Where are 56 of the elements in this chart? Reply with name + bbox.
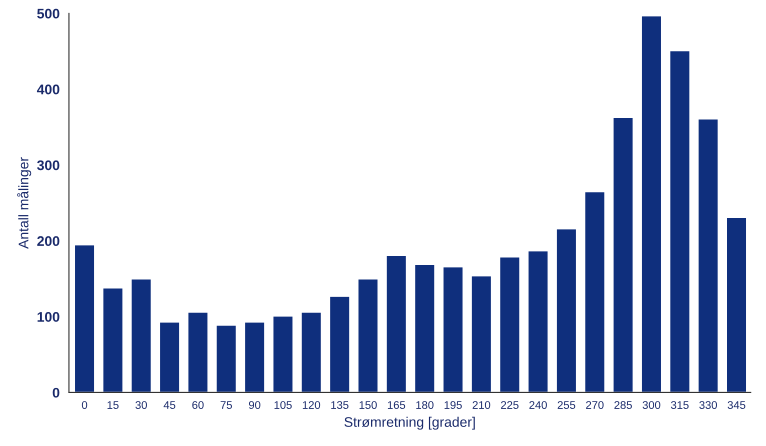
- bar: [668, 50, 691, 392]
- y-tick-label: 200: [37, 236, 60, 246]
- y-tick-label: 400: [36, 84, 60, 94]
- x-tick-label: 195: [444, 401, 462, 409]
- x-tick-label: 225: [501, 401, 519, 409]
- bar: [102, 287, 124, 392]
- x-tick-label: 30: [135, 401, 147, 409]
- bar: [584, 190, 606, 392]
- x-tick-label: 150: [360, 401, 377, 409]
- x-tick-label: 60: [192, 401, 204, 409]
- x-tick-label: 330: [699, 401, 717, 409]
- bar: [357, 278, 379, 392]
- x-tick-label: 270: [586, 401, 604, 409]
- y-tick-label: 0: [52, 388, 60, 398]
- bar: [300, 311, 322, 392]
- x-tick-label: 345: [728, 401, 746, 409]
- bar: [74, 244, 96, 392]
- x-tick-label: 165: [388, 401, 406, 409]
- bar: [272, 315, 294, 392]
- bar: [158, 321, 180, 392]
- bar: [470, 275, 492, 392]
- x-axis-title: Strømretning [grader]: [344, 416, 475, 430]
- bar: [498, 256, 521, 392]
- x-tick-label: 15: [108, 401, 119, 409]
- bar: [414, 264, 436, 392]
- x-tick-label: 75: [220, 401, 232, 409]
- bar: [244, 321, 266, 392]
- y-axis-title: Antall målinger: [17, 157, 32, 249]
- x-tick-label: 285: [614, 401, 632, 409]
- bar: [442, 266, 464, 392]
- bar: [187, 311, 209, 392]
- bar: [215, 324, 238, 392]
- y-tick-label: 500: [37, 8, 60, 19]
- x-tick-label: 210: [472, 401, 490, 409]
- bar: [697, 118, 720, 392]
- y-tick-label: 100: [38, 312, 60, 322]
- bar: [385, 254, 408, 392]
- y-tick-label: 300: [37, 160, 60, 170]
- x-tick-label: 240: [529, 401, 547, 409]
- x-tick-label: 105: [274, 401, 292, 409]
- bar: [556, 228, 578, 392]
- x-tick-label: 300: [642, 401, 660, 409]
- bar: [527, 250, 549, 392]
- bar: [612, 116, 634, 392]
- x-tick-label: 315: [670, 401, 689, 409]
- x-tick-label: 120: [302, 401, 320, 409]
- x-tick-label: 180: [416, 401, 434, 409]
- x-tick-label: 90: [248, 401, 260, 409]
- bar: [726, 216, 748, 392]
- x-tick-label: 255: [558, 401, 576, 409]
- bar: [640, 14, 662, 392]
- bar: [130, 278, 152, 392]
- x-tick-label: 45: [164, 401, 176, 409]
- bar: [328, 295, 351, 392]
- x-tick-label: 0: [82, 401, 88, 409]
- x-tick-label: 135: [331, 401, 348, 409]
